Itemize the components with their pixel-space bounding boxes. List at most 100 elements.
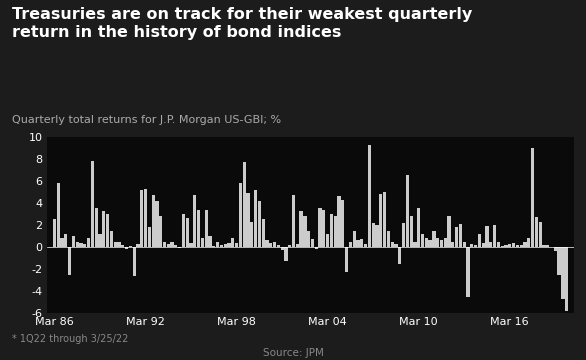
Bar: [152, 195, 155, 247]
Bar: [155, 201, 159, 247]
Bar: [542, 245, 546, 247]
Bar: [485, 226, 489, 247]
Bar: [57, 183, 60, 247]
Bar: [98, 234, 101, 247]
Bar: [216, 242, 219, 247]
Bar: [102, 211, 105, 247]
Bar: [182, 214, 185, 247]
Bar: [91, 161, 94, 247]
Bar: [299, 211, 303, 247]
Bar: [174, 245, 178, 247]
Bar: [269, 243, 272, 247]
Bar: [83, 244, 87, 247]
Bar: [64, 234, 67, 247]
Bar: [163, 242, 166, 247]
Bar: [304, 216, 306, 247]
Bar: [508, 244, 512, 247]
Bar: [144, 189, 147, 247]
Bar: [436, 238, 440, 247]
Bar: [53, 220, 56, 247]
Bar: [106, 214, 109, 247]
Bar: [390, 242, 394, 247]
Bar: [315, 247, 318, 249]
Text: Source: JPM: Source: JPM: [263, 348, 323, 358]
Bar: [444, 238, 447, 247]
Bar: [87, 238, 90, 247]
Bar: [110, 230, 113, 247]
Bar: [311, 239, 314, 247]
Bar: [394, 244, 397, 247]
Bar: [261, 220, 265, 247]
Bar: [531, 148, 534, 247]
Bar: [121, 245, 124, 247]
Bar: [527, 238, 530, 247]
Bar: [482, 243, 485, 247]
Bar: [368, 144, 371, 247]
Bar: [60, 238, 64, 247]
Bar: [243, 162, 246, 247]
Bar: [277, 245, 280, 247]
Bar: [561, 247, 564, 299]
Bar: [189, 243, 193, 247]
Bar: [166, 244, 170, 247]
Bar: [425, 238, 428, 247]
Bar: [489, 242, 492, 247]
Bar: [448, 216, 451, 247]
Bar: [462, 242, 466, 247]
Bar: [523, 242, 527, 247]
Bar: [254, 190, 257, 247]
Bar: [421, 234, 424, 247]
Bar: [557, 247, 561, 275]
Bar: [512, 243, 515, 247]
Bar: [227, 243, 231, 247]
Bar: [137, 244, 139, 247]
Bar: [539, 222, 541, 247]
Bar: [345, 247, 348, 273]
Text: Treasuries are on track for their weakest quarterly
return in the history of bon: Treasuries are on track for their weakes…: [12, 7, 472, 40]
Bar: [288, 245, 291, 247]
Bar: [505, 245, 507, 247]
Bar: [341, 200, 345, 247]
Bar: [114, 242, 117, 247]
Bar: [364, 244, 367, 247]
Bar: [535, 217, 538, 247]
Bar: [171, 242, 173, 247]
Bar: [459, 224, 462, 247]
Bar: [432, 230, 435, 247]
Bar: [497, 242, 500, 247]
Text: * 1Q22 through 3/25/22: * 1Q22 through 3/25/22: [12, 334, 128, 344]
Bar: [398, 247, 401, 264]
Bar: [554, 247, 557, 251]
Bar: [413, 242, 417, 247]
Bar: [94, 208, 98, 247]
Bar: [338, 196, 340, 247]
Bar: [284, 247, 288, 261]
Bar: [353, 230, 356, 247]
Bar: [478, 234, 481, 247]
Bar: [292, 195, 295, 247]
Bar: [125, 247, 128, 249]
Bar: [333, 216, 337, 247]
Bar: [379, 194, 383, 247]
Bar: [500, 246, 504, 247]
Bar: [417, 208, 420, 247]
Bar: [159, 216, 162, 247]
Bar: [520, 245, 523, 247]
Bar: [451, 242, 455, 247]
Bar: [360, 239, 363, 247]
Bar: [356, 240, 360, 247]
Bar: [265, 240, 268, 247]
Text: Quarterly total returns for J.P. Morgan US-GBI; %: Quarterly total returns for J.P. Morgan …: [12, 115, 281, 125]
Bar: [209, 236, 212, 247]
Bar: [470, 244, 473, 247]
Bar: [201, 238, 204, 247]
Bar: [330, 214, 333, 247]
Bar: [68, 247, 71, 275]
Bar: [80, 243, 83, 247]
Bar: [383, 192, 386, 247]
Bar: [296, 244, 299, 247]
Bar: [231, 238, 234, 247]
Bar: [132, 247, 136, 276]
Bar: [474, 245, 477, 247]
Bar: [372, 223, 375, 247]
